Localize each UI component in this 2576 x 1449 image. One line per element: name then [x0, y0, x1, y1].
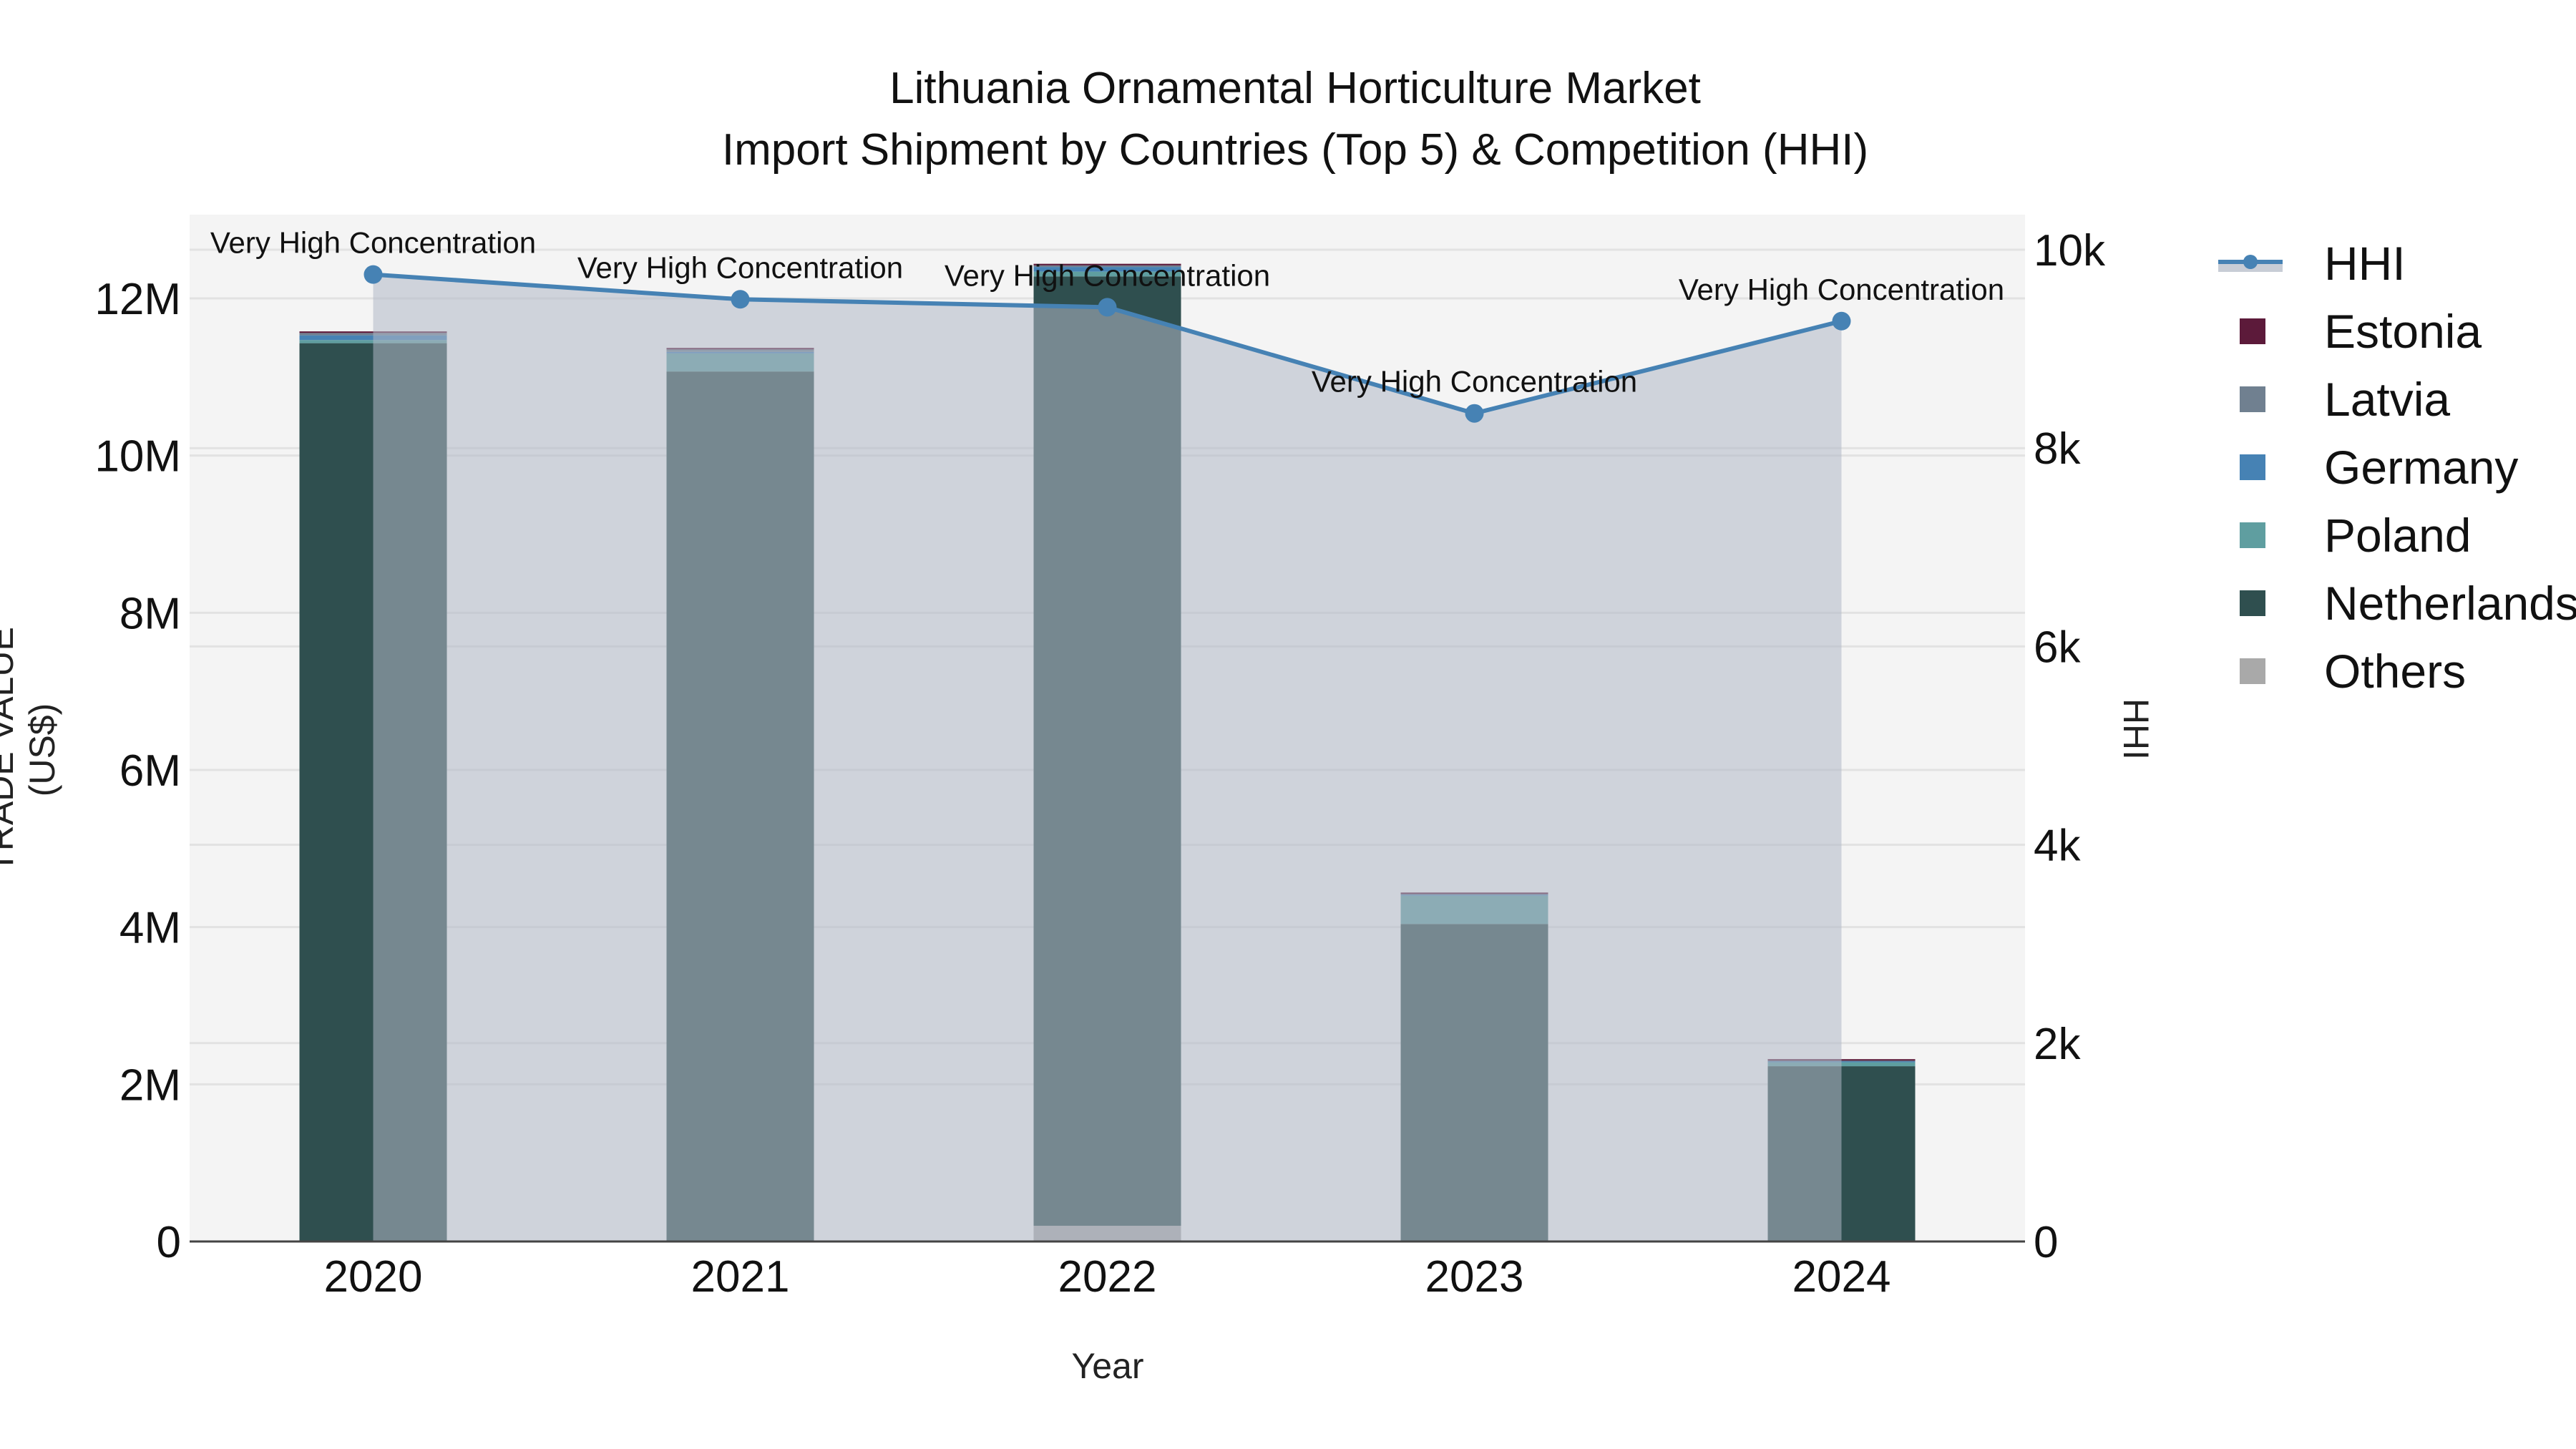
y-tick-label-right: 4k	[2034, 821, 2081, 871]
chart-title-line1: Lithuania Ornamental Horticulture Market	[889, 64, 1701, 113]
color-swatch-icon	[2240, 454, 2265, 480]
y-tick-label-left: 10M	[94, 432, 181, 482]
legend-label: Poland	[2324, 508, 2472, 562]
legend-item-netherlands[interactable]: Netherlands	[2218, 569, 2576, 637]
x-tick-label: 2020	[324, 1252, 423, 1302]
color-swatch-icon	[2240, 318, 2265, 344]
hhi-marker[interactable]	[731, 290, 750, 309]
hhi-annotation: Very High Concentration	[210, 226, 536, 260]
line-marker-icon	[2218, 252, 2283, 275]
legend-label: Germany	[2324, 440, 2519, 494]
y-tick-label-right: 0	[2034, 1218, 2058, 1267]
color-swatch-icon	[2240, 386, 2265, 412]
legend-item-poland[interactable]: Poland	[2218, 501, 2576, 569]
hhi-annotation: Very High Concentration	[1312, 365, 1637, 399]
y-tick-label-right: 2k	[2034, 1020, 2081, 1069]
legend-label: Netherlands	[2324, 576, 2576, 630]
legend-label: Others	[2324, 644, 2467, 698]
y-tick-label-left: 6M	[119, 746, 181, 796]
color-swatch-icon	[2240, 522, 2265, 548]
x-tick-label: 2021	[691, 1252, 790, 1302]
color-swatch-icon	[2240, 658, 2265, 684]
y-tick-label-right: 10k	[2034, 226, 2106, 275]
y-tick-label-left: 4M	[119, 904, 181, 953]
hhi-marker[interactable]	[1832, 311, 1851, 331]
y-tick-label-right: 8k	[2034, 424, 2081, 474]
legend-item-latvia[interactable]: Latvia	[2218, 365, 2576, 433]
y-tick-label-left: 2M	[119, 1060, 181, 1110]
hhi-marker[interactable]	[1098, 298, 1117, 317]
legend-item-hhi[interactable]: HHI	[2218, 229, 2576, 297]
hhi-marker[interactable]	[364, 265, 383, 284]
y-axis-left-title: TRADE VALUE (US$)	[0, 627, 62, 873]
hhi-annotation: Very High Concentration	[1679, 273, 2004, 306]
x-axis-title: Year	[1071, 1346, 1144, 1386]
legend-label: HHI	[2324, 236, 2406, 290]
y-tick-label-right: 6k	[2034, 623, 2081, 672]
x-tick-label: 2024	[1792, 1252, 1891, 1302]
legend-label: Latvia	[2324, 372, 2451, 426]
legend-item-others[interactable]: Others	[2218, 637, 2576, 705]
bar-segment-latvia[interactable]	[1033, 265, 1181, 268]
legend-item-estonia[interactable]: Estonia	[2218, 297, 2576, 365]
legend-label: Estonia	[2324, 304, 2482, 358]
x-tick-label: 2023	[1425, 1252, 1524, 1302]
y-tick-label-left: 0	[157, 1218, 181, 1267]
hhi-annotation: Very High Concentration	[577, 250, 903, 284]
y-axis-right-title: HHI	[2116, 698, 2156, 761]
legend: HHI Estonia Latvia Germany Poland Netherlands…	[2218, 229, 2576, 705]
y-tick-label-left: 8M	[119, 589, 181, 638]
hhi-marker[interactable]	[1465, 404, 1484, 423]
bar-segment-estonia[interactable]	[1033, 263, 1181, 265]
y-tick-label-left: 12M	[94, 275, 181, 324]
color-swatch-icon	[2240, 590, 2265, 616]
bar-segment-germany[interactable]	[1033, 267, 1181, 272]
x-tick-label: 2022	[1058, 1252, 1157, 1302]
hhi-area	[373, 274, 1842, 1241]
legend-item-germany[interactable]: Germany	[2218, 433, 2576, 501]
chart-title-line2: Import Shipment by Countries (Top 5) & C…	[721, 125, 1869, 175]
bar-segment-poland[interactable]	[1033, 271, 1181, 277]
hhi-annotation: Very High Concentration	[945, 258, 1270, 292]
